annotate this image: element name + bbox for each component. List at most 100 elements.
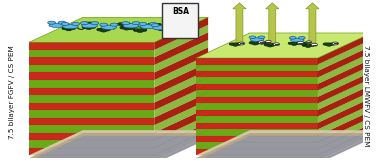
Ellipse shape: [249, 42, 254, 43]
Ellipse shape: [327, 45, 331, 46]
Polygon shape: [154, 85, 208, 118]
Ellipse shape: [249, 36, 256, 39]
Circle shape: [266, 40, 271, 43]
Ellipse shape: [159, 29, 164, 31]
Ellipse shape: [82, 26, 96, 29]
Ellipse shape: [81, 22, 95, 25]
Ellipse shape: [101, 31, 106, 32]
Polygon shape: [154, 62, 208, 95]
Ellipse shape: [237, 43, 241, 44]
Ellipse shape: [72, 22, 79, 25]
Bar: [29, 125, 154, 133]
Bar: [196, 97, 318, 103]
Ellipse shape: [233, 45, 237, 46]
Ellipse shape: [304, 42, 307, 43]
Circle shape: [332, 42, 338, 45]
FancyArrow shape: [233, 3, 246, 43]
Polygon shape: [318, 111, 372, 142]
Ellipse shape: [87, 28, 91, 30]
Bar: [29, 65, 154, 72]
Bar: [29, 118, 154, 125]
Ellipse shape: [263, 42, 267, 43]
Ellipse shape: [291, 38, 304, 42]
Ellipse shape: [97, 28, 102, 30]
Polygon shape: [318, 133, 372, 160]
Polygon shape: [318, 136, 372, 160]
Polygon shape: [318, 124, 372, 155]
Polygon shape: [318, 78, 372, 110]
Ellipse shape: [91, 26, 96, 27]
Bar: [196, 123, 318, 129]
Ellipse shape: [118, 23, 122, 24]
Polygon shape: [154, 115, 208, 148]
Bar: [196, 142, 318, 149]
Ellipse shape: [302, 44, 314, 47]
Ellipse shape: [298, 42, 301, 43]
Bar: [29, 88, 154, 95]
Polygon shape: [196, 130, 372, 155]
Ellipse shape: [120, 26, 133, 29]
Ellipse shape: [149, 22, 157, 25]
Ellipse shape: [229, 43, 242, 46]
Text: BSA: BSA: [172, 7, 189, 16]
Polygon shape: [318, 59, 372, 90]
Ellipse shape: [122, 22, 130, 25]
Polygon shape: [154, 40, 208, 72]
Ellipse shape: [288, 42, 293, 44]
Ellipse shape: [147, 23, 161, 26]
Ellipse shape: [296, 42, 300, 44]
Ellipse shape: [90, 22, 95, 24]
Ellipse shape: [122, 25, 127, 27]
Ellipse shape: [323, 43, 335, 46]
Ellipse shape: [156, 23, 161, 25]
Polygon shape: [154, 108, 208, 140]
Bar: [29, 133, 154, 140]
Ellipse shape: [253, 44, 257, 45]
Ellipse shape: [142, 29, 147, 30]
Bar: [196, 90, 318, 97]
Ellipse shape: [264, 44, 269, 45]
Polygon shape: [196, 33, 372, 58]
Ellipse shape: [153, 26, 168, 30]
Polygon shape: [29, 17, 208, 42]
Ellipse shape: [126, 23, 131, 24]
Ellipse shape: [66, 29, 71, 31]
Ellipse shape: [133, 29, 138, 30]
Polygon shape: [29, 133, 208, 158]
Ellipse shape: [139, 22, 147, 25]
Ellipse shape: [132, 22, 140, 25]
Ellipse shape: [70, 27, 75, 29]
Bar: [29, 140, 154, 148]
Text: 7.5 bilayer FGFV / CS PEM: 7.5 bilayer FGFV / CS PEM: [9, 46, 15, 139]
Ellipse shape: [323, 43, 327, 44]
Ellipse shape: [82, 22, 87, 24]
Bar: [196, 84, 318, 90]
Polygon shape: [154, 130, 208, 158]
Ellipse shape: [48, 21, 56, 24]
Bar: [29, 80, 154, 88]
Ellipse shape: [264, 44, 276, 46]
Ellipse shape: [152, 26, 157, 27]
Ellipse shape: [331, 43, 335, 44]
Polygon shape: [318, 46, 372, 77]
Bar: [29, 42, 154, 50]
Polygon shape: [318, 33, 372, 64]
Ellipse shape: [306, 46, 310, 48]
Ellipse shape: [175, 22, 186, 25]
Polygon shape: [196, 133, 372, 158]
Bar: [29, 103, 154, 110]
Ellipse shape: [257, 42, 267, 44]
Bar: [29, 110, 154, 118]
Ellipse shape: [162, 24, 169, 27]
Polygon shape: [29, 136, 208, 160]
Ellipse shape: [101, 25, 117, 29]
Ellipse shape: [290, 36, 296, 39]
Ellipse shape: [100, 23, 108, 26]
Ellipse shape: [288, 42, 300, 45]
Ellipse shape: [249, 42, 261, 44]
Ellipse shape: [117, 23, 131, 26]
Bar: [196, 129, 318, 136]
Bar: [196, 71, 318, 77]
Polygon shape: [318, 85, 372, 116]
Ellipse shape: [181, 20, 187, 22]
